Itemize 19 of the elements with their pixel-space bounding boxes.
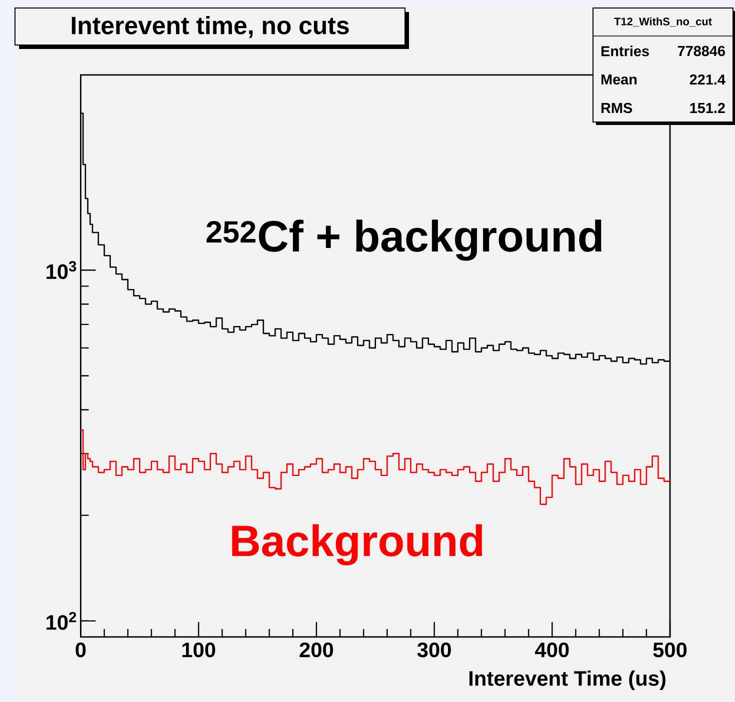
y-tick-label: 10$^{2}$ [46, 612, 76, 630]
annotation: Mean [601, 74, 637, 85]
annotation: $^{252}$Cf + background [206, 220, 602, 261]
annotation: Background [232, 524, 482, 566]
x-axis-title: Interevent Time (us) [469, 670, 666, 690]
x-tick-label: 300 [417, 642, 451, 658]
x-tick-label: 0 [76, 642, 86, 658]
x-tick-label: 100 [182, 642, 216, 658]
annotation: RMS [601, 102, 632, 114]
x-tick-label: 200 [300, 642, 334, 658]
x-tick-label: 500 [653, 642, 687, 658]
text: Entries [601, 46, 649, 56]
x-tick-label: 400 [535, 642, 569, 658]
text: 151.2 [690, 102, 725, 114]
text: T12_WithS_no_cut [614, 17, 712, 27]
text: 778846 [678, 46, 725, 56]
chart-title: Interevent time, no cuts [72, 16, 349, 38]
y-tick-label: 10$^{3}$ [46, 261, 76, 280]
text: 221.4 [690, 74, 726, 85]
